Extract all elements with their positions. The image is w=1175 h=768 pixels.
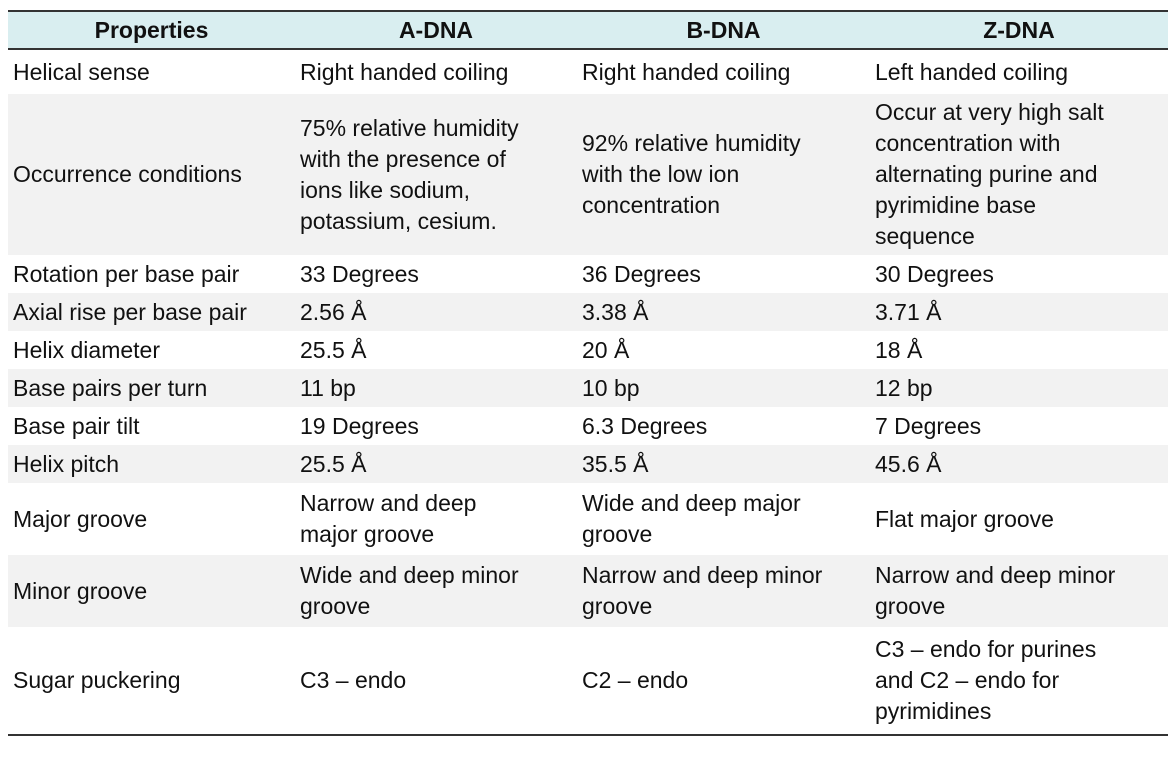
- table-row: Base pair tilt 19 Degrees 6.3 Degrees 7 Deg…: [8, 407, 1168, 445]
- z-dna-cell: 12 bp: [870, 369, 1168, 407]
- table-body: Helical sense Right handed coiling Right h…: [8, 49, 1168, 736]
- b-dna-cell: 35.5 Å: [577, 445, 870, 483]
- cell-line: ions like sodium,: [300, 176, 471, 203]
- a-dna-cell: 75% relative humidity with the presence o…: [295, 94, 577, 255]
- property-cell: Sugar puckering: [8, 627, 295, 736]
- property-cell: Base pair tilt: [13, 412, 140, 439]
- property-cell: Base pairs per turn: [8, 369, 295, 407]
- b-dna-cell: 6.3 Degrees: [582, 412, 708, 439]
- a-dna-cell: C3 – endo: [295, 627, 577, 736]
- z-dna-cell: 30 Degrees: [875, 260, 994, 287]
- header-a-dna: A-DNA: [295, 10, 577, 50]
- b-dna-cell: 10 bp: [577, 369, 870, 407]
- cell-line: 92% relative humidity: [582, 130, 801, 156]
- cell-line: Wide and deep major: [582, 490, 801, 516]
- property-cell: Major groove: [13, 505, 148, 532]
- b-dna-cell: Narrow and deep minor groove: [577, 555, 870, 627]
- cell-line: with the low ion: [582, 161, 740, 187]
- cell-line: potassium, cesium.: [300, 207, 497, 234]
- z-dna-cell: Flat major groove: [875, 505, 1054, 532]
- b-dna-cell: 36 Degrees: [582, 260, 701, 287]
- cell-line: groove: [582, 521, 653, 547]
- header-properties: Properties: [8, 10, 295, 50]
- header-row: Properties A-DNA B-DNA Z-DNA: [8, 10, 1168, 50]
- header-b-dna: B-DNA: [577, 10, 870, 50]
- cell-line: groove: [300, 593, 371, 619]
- cell-line: Occur at very high salt: [875, 99, 1104, 125]
- z-dna-cell: 45.6 Å: [870, 445, 1168, 483]
- table-row: Helix diameter 25.5 Å 20 Å 18 Å: [8, 331, 1168, 369]
- a-dna-cell: Right handed coiling: [300, 58, 509, 85]
- cell-line: pyrimidines: [875, 698, 992, 724]
- b-dna-cell: C2 – endo: [577, 627, 870, 736]
- a-dna-cell: 33 Degrees: [300, 260, 419, 287]
- a-dna-cell: 11 bp: [295, 369, 577, 407]
- cell-line: groove: [875, 593, 946, 619]
- cell-line: pyrimidine base: [875, 192, 1037, 218]
- z-dna-cell: 3.71 Å: [870, 293, 1168, 331]
- a-dna-cell: 25.5 Å: [295, 445, 577, 483]
- cell-line: with the presence of: [300, 145, 506, 172]
- cell-line: Wide and deep minor: [300, 562, 519, 588]
- table-row: Helical sense Right handed coiling Right h…: [8, 49, 1168, 94]
- property-cell: Occurrence conditions: [8, 94, 295, 255]
- z-dna-cell: 7 Degrees: [875, 412, 982, 439]
- cell-line: groove: [582, 593, 653, 619]
- a-dna-cell: Narrow and deep major groove: [295, 483, 577, 555]
- cell-line: 75% relative humidity: [300, 114, 519, 141]
- property-cell: Minor groove: [8, 555, 295, 627]
- a-dna-cell: 25.5 Å: [300, 336, 367, 363]
- dna-comparison-table: Properties A-DNA B-DNA Z-DNA Helical sen…: [8, 10, 1168, 736]
- table-row: Rotation per base pair 33 Degrees 36 Degre…: [8, 255, 1168, 293]
- z-dna-cell: C3 – endo for purines and C2 – endo for py…: [870, 627, 1168, 736]
- z-dna-cell: Occur at very high salt concentration wit…: [870, 94, 1168, 255]
- a-dna-cell: Wide and deep minor groove: [295, 555, 577, 627]
- property-cell: Rotation per base pair: [13, 260, 240, 287]
- table-row: Sugar puckering C3 – endo C2 – endo C3 – en…: [8, 627, 1168, 736]
- cell-line: concentration with: [875, 130, 1061, 156]
- cell-line: alternating purine and: [875, 161, 1098, 187]
- table-row: Helix pitch 25.5 Å 35.5 Å 45.6 Å: [8, 445, 1168, 483]
- z-dna-cell: Left handed coiling: [875, 58, 1069, 85]
- table-row: Base pairs per turn 11 bp 10 bp 12 bp: [8, 369, 1168, 407]
- header-z-dna: Z-DNA: [870, 10, 1168, 50]
- table-row: Major groove Narrow and deep major groove W…: [8, 483, 1168, 555]
- cell-line: and C2 – endo for: [875, 667, 1060, 693]
- b-dna-cell: 3.38 Å: [577, 293, 870, 331]
- cell-line: concentration: [582, 192, 721, 218]
- table-row: Occurrence conditions 75% relative humidi…: [8, 94, 1168, 255]
- a-dna-cell: 2.56 Å: [295, 293, 577, 331]
- dna-comparison-table-wrapper: Properties A-DNA B-DNA Z-DNA Helical sen…: [8, 10, 1168, 736]
- cell-line: major groove: [300, 521, 435, 547]
- b-dna-cell: Right handed coiling: [582, 58, 791, 85]
- a-dna-cell: 19 Degrees: [300, 412, 419, 439]
- cell-line: Narrow and deep minor: [875, 562, 1116, 588]
- cell-line: sequence: [875, 223, 975, 249]
- property-cell: Helix diameter: [13, 336, 160, 363]
- table-row: Minor groove Wide and deep minor groove Nar…: [8, 555, 1168, 627]
- b-dna-cell: Wide and deep major groove: [577, 483, 870, 555]
- cell-line: C3 – endo for purines: [875, 636, 1097, 662]
- z-dna-cell: 18 Å: [875, 336, 923, 363]
- cell-line: Narrow and deep: [300, 490, 477, 516]
- b-dna-cell: 92% relative humidity with the low ion con…: [577, 94, 870, 255]
- cell-line: Narrow and deep minor: [582, 562, 823, 588]
- property-cell: Axial rise per base pair: [8, 293, 295, 331]
- property-cell: Helix pitch: [8, 445, 295, 483]
- b-dna-cell: 20 Å: [582, 336, 630, 363]
- z-dna-cell: Narrow and deep minor groove: [870, 555, 1168, 627]
- property-cell: Helical sense: [13, 58, 150, 85]
- table-row: Axial rise per base pair 2.56 Å 3.38 Å 3.71…: [8, 293, 1168, 331]
